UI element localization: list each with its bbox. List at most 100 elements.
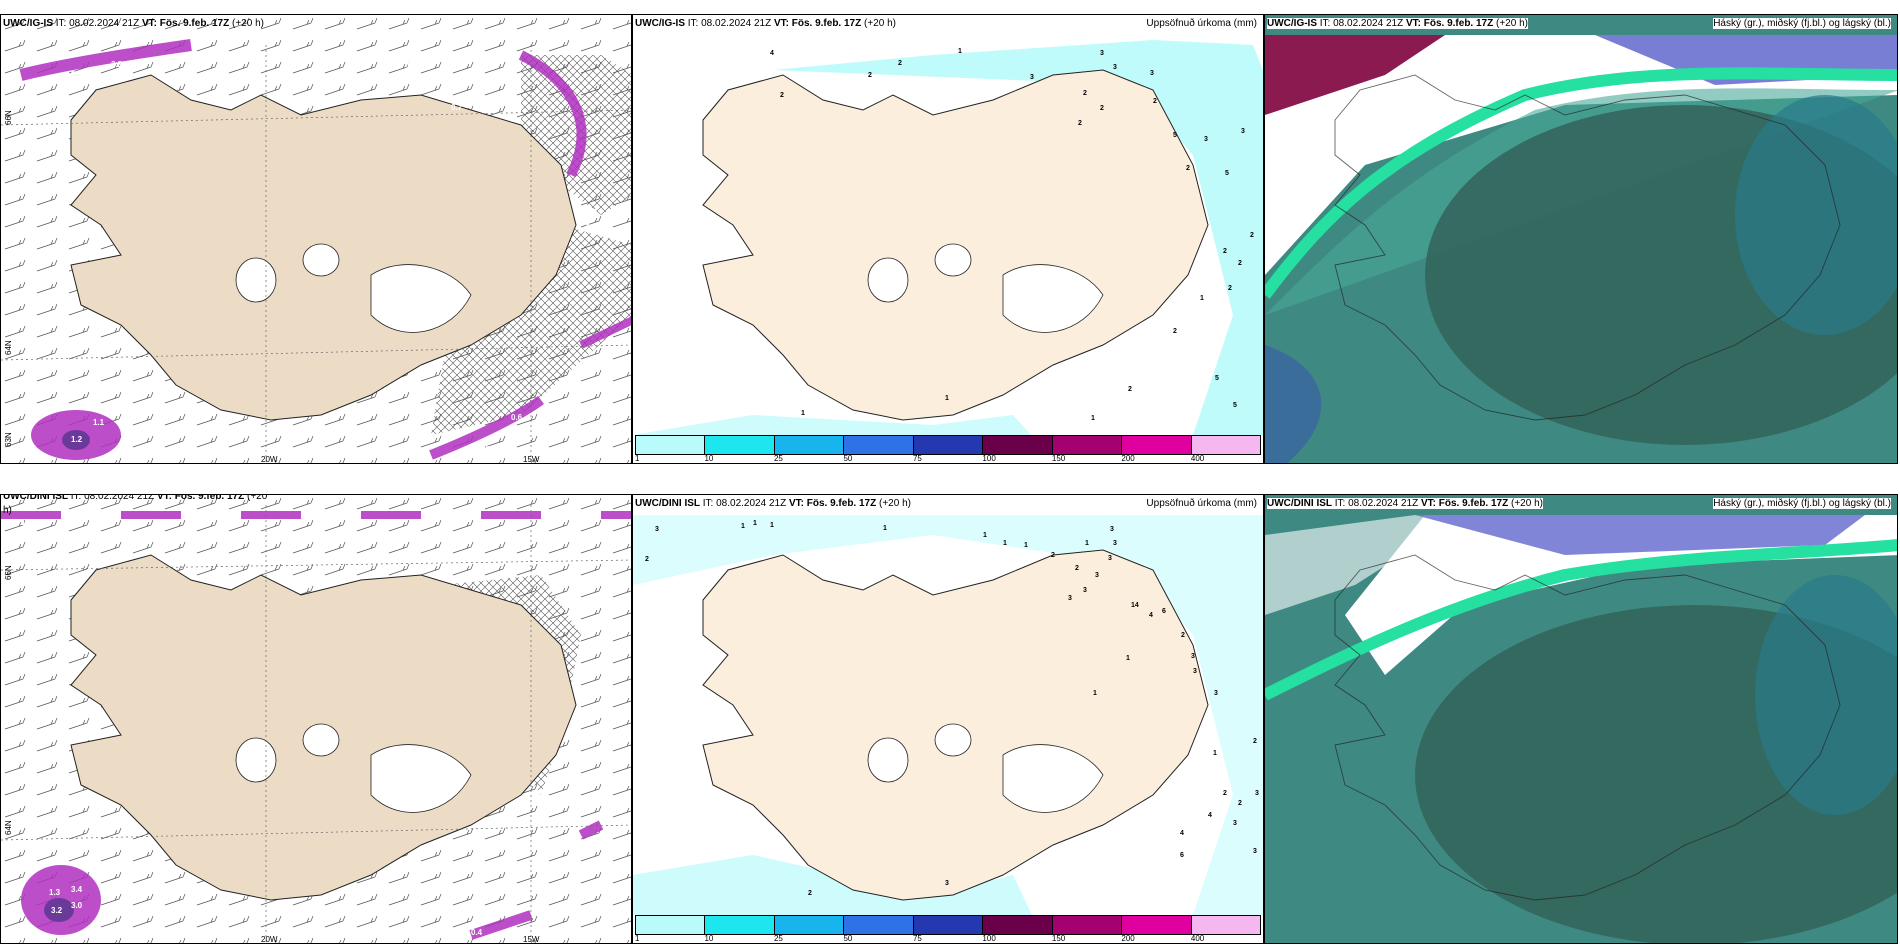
lon-label-15w: 15W <box>523 455 540 464</box>
svg-text:2: 2 <box>1051 552 1055 559</box>
svg-text:3: 3 <box>1110 526 1114 533</box>
svg-text:1: 1 <box>753 520 757 527</box>
svg-text:1: 1 <box>1093 690 1097 697</box>
svg-text:2: 2 <box>1253 738 1257 745</box>
svg-text:1: 1 <box>983 532 987 539</box>
svg-text:1: 1 <box>958 48 962 55</box>
svg-text:3: 3 <box>1030 74 1034 81</box>
value-label: 2.3 <box>111 60 123 69</box>
iceland-land <box>70 554 577 901</box>
svg-text:1: 1 <box>1003 540 1007 547</box>
svg-text:2: 2 <box>1100 105 1104 112</box>
svg-text:1: 1 <box>1091 415 1095 422</box>
svg-text:2: 2 <box>1228 285 1232 292</box>
iceland-land <box>702 549 1209 901</box>
svg-text:1: 1 <box>1213 750 1217 757</box>
panel-field-title: Háský (gr.), miðský (fj.bl.) og lágský (… <box>1713 498 1891 509</box>
svg-text:64N: 64N <box>4 820 13 835</box>
precip-values: 3 1 2 1 1 1 1 1 1 1 3 3 3 2 2 3 3 3 14 6… <box>645 520 1259 897</box>
svg-text:2: 2 <box>1186 165 1190 172</box>
svg-text:2: 2 <box>1250 232 1254 239</box>
svg-text:14: 14 <box>1131 602 1139 609</box>
svg-text:2: 2 <box>1083 90 1087 97</box>
svg-text:1.0: 1.0 <box>21 518 33 527</box>
svg-text:3: 3 <box>1193 668 1197 675</box>
precip-colorbar: 1 10 25 50 75 100 150 200 400 <box>633 915 1263 943</box>
panel-header: UWC/DINI ISL IT: 08.02.2024 21Z VT: Fös.… <box>635 498 911 509</box>
value-label: 1.1 <box>93 418 105 427</box>
svg-text:3: 3 <box>1113 64 1117 71</box>
value-label: 2.1 <box>71 70 83 79</box>
iceland-outline <box>1334 554 1841 901</box>
value-label: 0.6 <box>511 413 523 422</box>
svg-text:2: 2 <box>645 556 649 563</box>
svg-text:1: 1 <box>883 525 887 532</box>
value-label: 0.6 <box>586 223 598 232</box>
svg-text:3: 3 <box>1214 690 1218 697</box>
panel-field-title: Uppsöfnuð úrkoma (mm) <box>1146 498 1257 509</box>
svg-text:3.4: 3.4 <box>71 885 83 894</box>
svg-text:3: 3 <box>1113 540 1117 547</box>
panel-header: UWC/IG-IS IT: 08.02.2024 21Z VT: Fös. 9.… <box>3 18 264 29</box>
svg-text:6: 6 <box>1180 852 1184 859</box>
svg-text:4: 4 <box>1208 812 1212 819</box>
wind-map: 20W 15W 66N 64N 1.0 3.4 3.0 1.3 3.2 0.4 <box>1 495 631 944</box>
svg-text:2: 2 <box>1223 248 1227 255</box>
map-panel-clouds-igis: UWC/IG-IS IT: 08.02.2024 21Z VT: Fös. 9.… <box>1264 14 1898 464</box>
svg-text:3: 3 <box>1253 848 1257 855</box>
svg-text:66N: 66N <box>4 565 13 580</box>
svg-text:3: 3 <box>1191 653 1195 660</box>
map-panel-wind-dini: UWC/DINI ISL IT: 08.02.2024 21Z VT: Fös.… <box>0 494 632 944</box>
svg-text:1: 1 <box>741 523 745 530</box>
precip-map: 3 1 2 1 1 1 1 1 1 1 3 3 3 2 2 3 3 3 14 6… <box>633 515 1263 917</box>
svg-text:4: 4 <box>770 50 774 57</box>
lat-label-63n: 63N <box>4 432 13 447</box>
svg-text:2: 2 <box>1128 386 1132 393</box>
precip-values: 4 2 1 2 2 3 3 3 2 2 2 3 2 5 3 3 2 5 2 2 … <box>770 48 1254 422</box>
svg-text:3: 3 <box>1095 572 1099 579</box>
svg-text:2: 2 <box>808 890 812 897</box>
value-label: 3.0 <box>586 208 598 217</box>
svg-text:3: 3 <box>1108 555 1112 562</box>
svg-text:3: 3 <box>1068 595 1072 602</box>
precip-colorbar: 1 10 25 50 75 100 150 200 400 <box>633 435 1263 463</box>
convective-values: 2.3 2.1 1.9 3.0 1.2 0.7 1.1 0.5 0.6 0.6 <box>71 60 598 452</box>
map-panel-clouds-dini: UWC/DINI ISL IT: 08.02.2024 21Z VT: Fös.… <box>1264 494 1898 944</box>
svg-text:4: 4 <box>1149 612 1153 619</box>
svg-text:1: 1 <box>1200 295 1204 302</box>
svg-text:1: 1 <box>1085 540 1089 547</box>
svg-text:2: 2 <box>1181 632 1185 639</box>
iceland-land <box>70 74 577 421</box>
cloud-map <box>1265 15 1897 463</box>
svg-text:3: 3 <box>1204 136 1208 143</box>
panel-header: UWC/DINI ISL IT: 08.02.2024 21Z VT: Fös.… <box>3 494 268 502</box>
svg-text:15W: 15W <box>523 935 540 944</box>
svg-text:2: 2 <box>1173 328 1177 335</box>
map-panel-wind-igis: UWC/IG-IS IT: 08.02.2024 21Z VT: Fös. 9.… <box>0 14 632 464</box>
svg-text:2: 2 <box>1078 120 1082 127</box>
svg-text:1.3: 1.3 <box>49 888 61 897</box>
svg-text:1: 1 <box>770 522 774 529</box>
value-label: 0.5 <box>479 443 491 452</box>
svg-text:1: 1 <box>1126 655 1130 662</box>
lat-label-66n: 66N <box>4 110 13 125</box>
lon-label-20w: 20W <box>261 455 278 464</box>
map-panel-precip-igis: UWC/IG-IS IT: 08.02.2024 21Z VT: Fös. 9.… <box>632 14 1264 464</box>
value-label: 1.2 <box>71 435 83 444</box>
svg-text:3: 3 <box>945 880 949 887</box>
svg-text:2: 2 <box>1223 790 1227 797</box>
svg-text:1: 1 <box>801 410 805 417</box>
cloud-map <box>1265 495 1897 943</box>
svg-text:3: 3 <box>1083 587 1087 594</box>
svg-text:3: 3 <box>1150 70 1154 77</box>
svg-text:3: 3 <box>1100 50 1104 57</box>
panel-header: UWC/DINI ISL IT: 08.02.2024 21Z VT: Fös.… <box>1267 498 1543 509</box>
svg-text:2: 2 <box>868 72 872 79</box>
value-label: 0.7 <box>451 103 463 112</box>
svg-text:6: 6 <box>1162 608 1166 615</box>
svg-text:2: 2 <box>780 92 784 99</box>
svg-text:3: 3 <box>655 526 659 533</box>
wind-map: 20W 15W 66N 64N 63N 2.3 2.1 1.9 3.0 1.2 … <box>1 15 631 464</box>
panel-header: UWC/IG-IS IT: 08.02.2024 21Z VT: Fös. 9.… <box>635 18 896 29</box>
panel-header: UWC/IG-IS IT: 08.02.2024 21Z VT: Fös. 9.… <box>1267 18 1528 29</box>
